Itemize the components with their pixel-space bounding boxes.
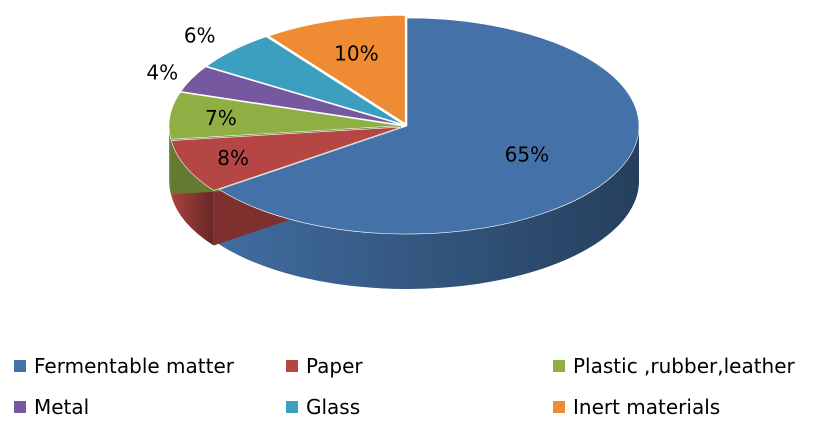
legend-swatch-1 <box>286 360 298 372</box>
pie-tops <box>168 15 640 235</box>
pie-slice-4 <box>206 36 403 125</box>
pie-slice-5 <box>268 15 406 124</box>
legend-label-4: Glass <box>306 395 360 419</box>
legend-item-5: Inert materials <box>553 395 720 419</box>
data-label-3: 4% <box>146 60 178 84</box>
legend-swatch-4 <box>286 401 298 413</box>
legend-label-2: Plastic ,rubber,leather <box>573 354 796 378</box>
pie-data-labels: 65% 8% 7% 4%6% 10% <box>146 23 549 170</box>
data-label-0: 65% <box>505 142 549 166</box>
data-label-2: 7% <box>205 106 237 130</box>
legend-swatch-0 <box>14 360 26 372</box>
legend-item-0: Fermentable matter <box>14 354 235 378</box>
legend-label-5: Inert materials <box>573 395 720 419</box>
data-label-4: 6% <box>184 23 216 47</box>
legend-item-4: Glass <box>286 395 360 419</box>
pie-slice-0 <box>218 17 640 235</box>
pie-slice-1 <box>170 126 402 191</box>
pie-side-shade-2 <box>169 125 171 195</box>
legend-label-0: Fermentable matter <box>34 354 235 378</box>
pie-slice-3 <box>180 66 402 126</box>
legend-swatch-5 <box>553 401 565 413</box>
legend-swatch-2 <box>553 360 565 372</box>
data-label-5: 10% <box>334 41 378 65</box>
legend-swatch-3 <box>14 401 26 413</box>
legend: Fermentable matter Paper Plastic ,rubber,l… <box>14 354 796 419</box>
legend-item-2: Plastic ,rubber,leather <box>553 354 796 378</box>
legend-item-1: Paper <box>286 354 363 378</box>
data-label-1: 8% <box>217 146 249 170</box>
legend-label-3: Metal <box>34 395 89 419</box>
legend-item-3: Metal <box>14 395 89 419</box>
legend-label-1: Paper <box>306 354 363 378</box>
pie-slice-2 <box>168 92 402 140</box>
pie-side-shade-0 <box>219 126 640 289</box>
